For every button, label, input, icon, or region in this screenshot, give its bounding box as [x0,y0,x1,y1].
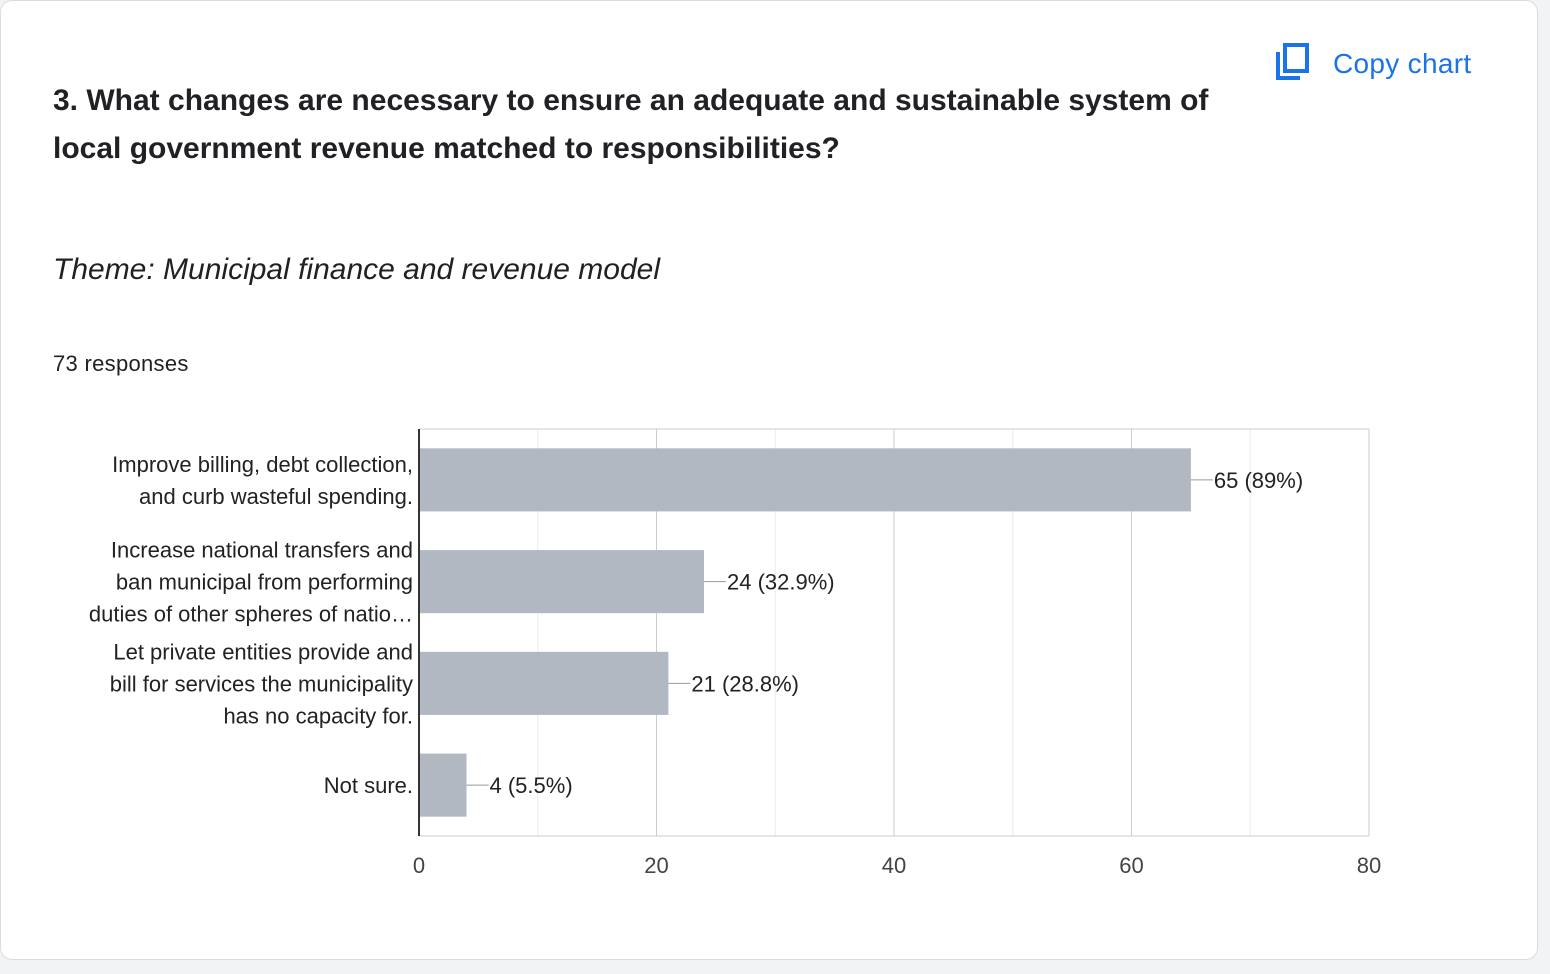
question-description: Theme: Municipal finance and revenue mod… [53,253,661,286]
bar [419,448,1191,512]
chart-card: Copy chart 3. What changes are necessary… [0,0,1538,960]
category-label: duties of other spheres of natio… [89,602,413,627]
x-tick-label: 40 [882,853,906,878]
bar [419,651,669,715]
data-label: 65 (89%) [1214,468,1303,493]
category-label: bill for services the municipality [110,671,413,696]
category-label: Let private entities provide and [113,639,413,664]
question-title: 3. What changes are necessary to ensure … [53,84,1209,165]
x-tick-label: 60 [1119,853,1143,878]
x-tick-label: 80 [1357,853,1381,878]
x-tick-label: 20 [644,853,668,878]
bar [419,550,704,614]
data-label: 4 (5.5%) [490,773,573,798]
bar-chart: 0 20 40 60 80 65 (89%) Improve billing, debt c… [89,428,1381,878]
data-label: 21 (28.8%) [691,671,799,696]
copy-chart-label: Copy chart [1333,47,1472,79]
bar [419,753,467,817]
category-label: has no capacity for. [223,703,413,728]
data-label: 24 (32.9%) [727,570,835,595]
category-label: Improve billing, debt collection, [112,452,413,477]
category-label: Increase national transfers and [111,538,413,563]
category-label: Not sure. [324,773,413,798]
category-label: ban municipal from performing [116,570,413,595]
category-label: and curb wasteful spending. [139,484,413,509]
responses-count: 73 responses [53,351,189,376]
x-tick-label: 0 [413,853,425,878]
copy-chart-button[interactable]: Copy chart [1273,41,1471,86]
copy-icon [1273,41,1313,86]
